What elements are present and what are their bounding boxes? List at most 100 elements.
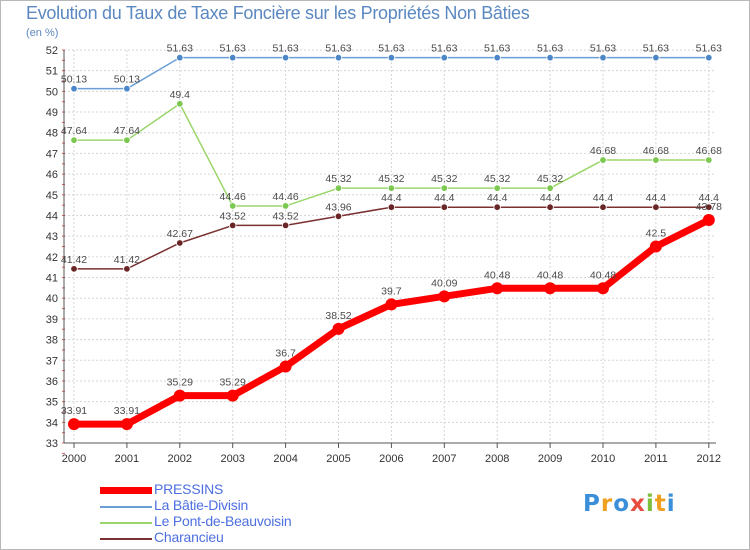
grid-layer xyxy=(64,49,716,444)
data-label-pressins: 40.48 xyxy=(590,269,616,281)
y-tick-label: 48 xyxy=(46,128,58,140)
data-point-le-pont-de-beauvoisin xyxy=(334,184,343,192)
data-point-charancieu xyxy=(546,203,554,211)
data-label-le-pont-de-beauvoisin: 44.46 xyxy=(272,191,298,203)
proxiti-logo: Proxiti xyxy=(583,491,676,517)
data-point-pressins xyxy=(279,360,292,373)
data-label-le-pont-de-beauvoisin: 45.32 xyxy=(378,173,404,185)
data-label-charancieu: 44.4 xyxy=(699,192,720,204)
data-point-charancieu xyxy=(176,239,184,247)
legend-swatch-charancieu xyxy=(100,538,152,540)
data-label-le-pont-de-beauvoisin: 47.64 xyxy=(61,125,87,137)
y-tick-label: 33 xyxy=(46,438,58,450)
y-tick-label: 45 xyxy=(46,190,58,202)
data-point-la-batie-divisin xyxy=(546,53,554,62)
data-point-pressins xyxy=(120,418,133,431)
legend-label-la-batie-divisin: La Bâtie-Divisin xyxy=(154,497,249,513)
data-label-la-batie-divisin: 51.63 xyxy=(484,43,510,55)
data-point-la-batie-divisin xyxy=(493,53,501,62)
data-label-le-pont-de-beauvoisin: 45.32 xyxy=(325,173,351,185)
x-tick-label: 2005 xyxy=(326,453,350,465)
data-point-la-batie-divisin xyxy=(387,53,396,62)
logo-letter: P xyxy=(583,491,601,517)
data-point-le-pont-de-beauvoisin xyxy=(123,136,131,144)
legend-swatch-le-pont-de-beauvoisin xyxy=(100,522,152,524)
data-point-charancieu xyxy=(281,221,290,230)
data-label-le-pont-de-beauvoisin: 49.4 xyxy=(170,89,191,101)
data-label-pressins: 36.7 xyxy=(275,347,296,359)
data-point-la-batie-divisin xyxy=(652,53,660,62)
y-tick-label: 35 xyxy=(46,397,58,409)
data-point-pressins xyxy=(385,298,398,311)
data-label-pressins: 38.52 xyxy=(325,310,351,322)
data-point-pressins xyxy=(491,282,504,295)
data-label-charancieu: 42.67 xyxy=(167,228,193,240)
data-point-le-pont-de-beauvoisin xyxy=(281,202,290,210)
data-label-pressins: 35.29 xyxy=(220,377,246,389)
legend-label-le-pont-de-beauvoisin: Le Pont-de-Beauvoisin xyxy=(154,513,292,529)
y-tick-label: 43 xyxy=(46,231,58,243)
data-label-charancieu: 43.52 xyxy=(272,210,298,222)
data-label-charancieu: 44.4 xyxy=(434,192,455,204)
data-label-pressins: 40.48 xyxy=(484,269,510,281)
data-label-la-batie-divisin: 51.63 xyxy=(272,43,298,55)
data-label-le-pont-de-beauvoisin: 45.32 xyxy=(537,173,563,185)
data-label-la-batie-divisin: 51.63 xyxy=(696,43,722,55)
data-label-charancieu: 44.4 xyxy=(381,192,402,204)
y-tick-label: 47 xyxy=(46,148,58,160)
y-tick-label: 37 xyxy=(46,355,58,367)
x-tick-label: 2002 xyxy=(168,453,192,465)
data-point-pressins xyxy=(597,282,609,295)
y-tick-label: 34 xyxy=(46,417,58,429)
data-label-la-batie-divisin: 51.63 xyxy=(590,43,616,55)
data-point-pressins xyxy=(649,240,662,253)
data-point-pressins xyxy=(544,282,557,295)
y-tick-label: 49 xyxy=(46,107,58,119)
data-point-charancieu xyxy=(334,212,343,221)
data-label-la-batie-divisin: 50.13 xyxy=(61,74,87,86)
logo-letter: x xyxy=(630,491,646,517)
y-tick-label: 41 xyxy=(46,273,58,285)
data-label-pressins: 33.91 xyxy=(114,405,140,417)
data-label-pressins: 42.5 xyxy=(646,228,667,240)
logo-letter: r xyxy=(600,491,614,517)
x-tick-label: 2007 xyxy=(432,453,456,465)
data-label-pressins: 35.29 xyxy=(167,377,193,389)
x-tick-label: 2003 xyxy=(220,453,244,465)
data-label-le-pont-de-beauvoisin: 46.68 xyxy=(643,145,669,157)
data-label-le-pont-de-beauvoisin: 46.68 xyxy=(590,145,616,157)
data-point-le-pont-de-beauvoisin xyxy=(546,184,554,192)
data-label-la-batie-divisin: 51.63 xyxy=(643,43,669,55)
logo-letter: i xyxy=(645,491,655,517)
data-point-pressins xyxy=(702,214,715,227)
x-tick-label: 2012 xyxy=(697,453,721,465)
data-point-pressins xyxy=(173,389,186,402)
data-point-la-batie-divisin xyxy=(123,84,131,93)
logo-letter: i xyxy=(666,491,676,517)
data-label-pressins: 43.78 xyxy=(696,201,722,213)
y-tick-label: 50 xyxy=(46,86,58,98)
data-label-charancieu: 41.42 xyxy=(114,254,140,266)
data-point-pressins xyxy=(226,389,239,402)
y-tick-label: 51 xyxy=(46,66,58,78)
logo-letter: o xyxy=(613,491,631,517)
data-point-le-pont-de-beauvoisin xyxy=(652,156,660,164)
data-point-la-batie-divisin xyxy=(70,84,78,93)
data-point-charancieu xyxy=(493,203,501,211)
legend-label-pressins: PRESSINS xyxy=(154,481,224,497)
data-point-le-pont-de-beauvoisin xyxy=(228,202,237,210)
data-point-la-batie-divisin xyxy=(176,53,184,62)
series-layer xyxy=(68,53,715,431)
y-tick-label: 46 xyxy=(46,169,58,181)
x-tick-label: 2000 xyxy=(62,453,86,465)
data-point-charancieu xyxy=(705,203,713,211)
y-axis-unit-label: (en %) xyxy=(26,27,59,39)
data-label-pressins: 40.09 xyxy=(431,277,457,289)
data-point-la-batie-divisin xyxy=(334,53,343,62)
data-point-le-pont-de-beauvoisin xyxy=(493,184,501,192)
data-point-charancieu xyxy=(652,203,660,211)
data-point-la-batie-divisin xyxy=(228,53,237,62)
data-label-le-pont-de-beauvoisin: 47.64 xyxy=(114,125,140,137)
data-label-charancieu: 44.4 xyxy=(540,192,561,204)
data-label-charancieu: 44.4 xyxy=(593,192,614,204)
